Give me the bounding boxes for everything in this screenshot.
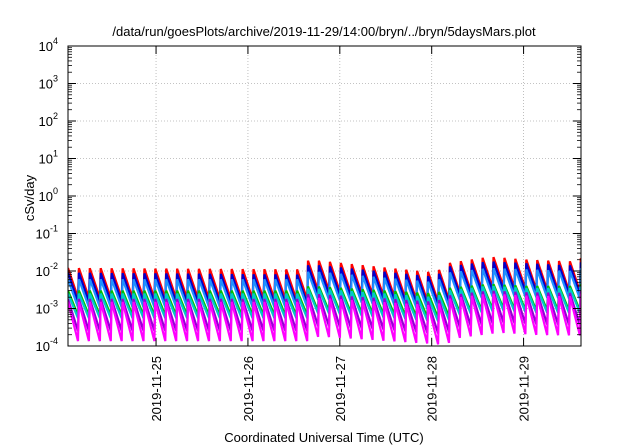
chart-title: /data/run/goesPlots/archive/2019-11-29/1…	[112, 24, 536, 39]
y-tick-label: 102	[39, 111, 58, 129]
x-tick-label: 2019-11-26	[241, 356, 256, 422]
series-line-1	[68, 256, 581, 303]
x-axis-label: Coordinated Universal Time (UTC)	[224, 430, 423, 445]
series-layer	[68, 256, 581, 345]
y-tick-label: 100	[39, 186, 58, 204]
series-line-2	[68, 261, 581, 306]
x-tick-label: 2019-11-29	[517, 356, 532, 422]
x-tick-label: 2019-11-28	[425, 356, 440, 422]
y-tick-label: 10-2	[36, 261, 58, 279]
y-tick-label: 10-4	[36, 336, 58, 354]
axis-ticks: 10-4 10-3 10-2 10-1 100 101 102 103 104 2019-11-2…	[36, 36, 581, 422]
y-tick-label: 103	[39, 74, 58, 92]
y-tick-label: 101	[39, 149, 58, 167]
y-tick-label: 104	[39, 36, 58, 54]
x-tick-label: 2019-11-27	[333, 356, 348, 422]
x-tick-label: 2019-11-25	[149, 356, 164, 422]
y-axis-label: cSv/day	[22, 174, 37, 221]
series-line-7	[68, 293, 581, 345]
y-tick-label: 10-3	[36, 299, 58, 317]
series-line-3	[68, 267, 581, 310]
series-line-5	[68, 285, 581, 322]
y-tick-label: 10-1	[36, 224, 58, 242]
